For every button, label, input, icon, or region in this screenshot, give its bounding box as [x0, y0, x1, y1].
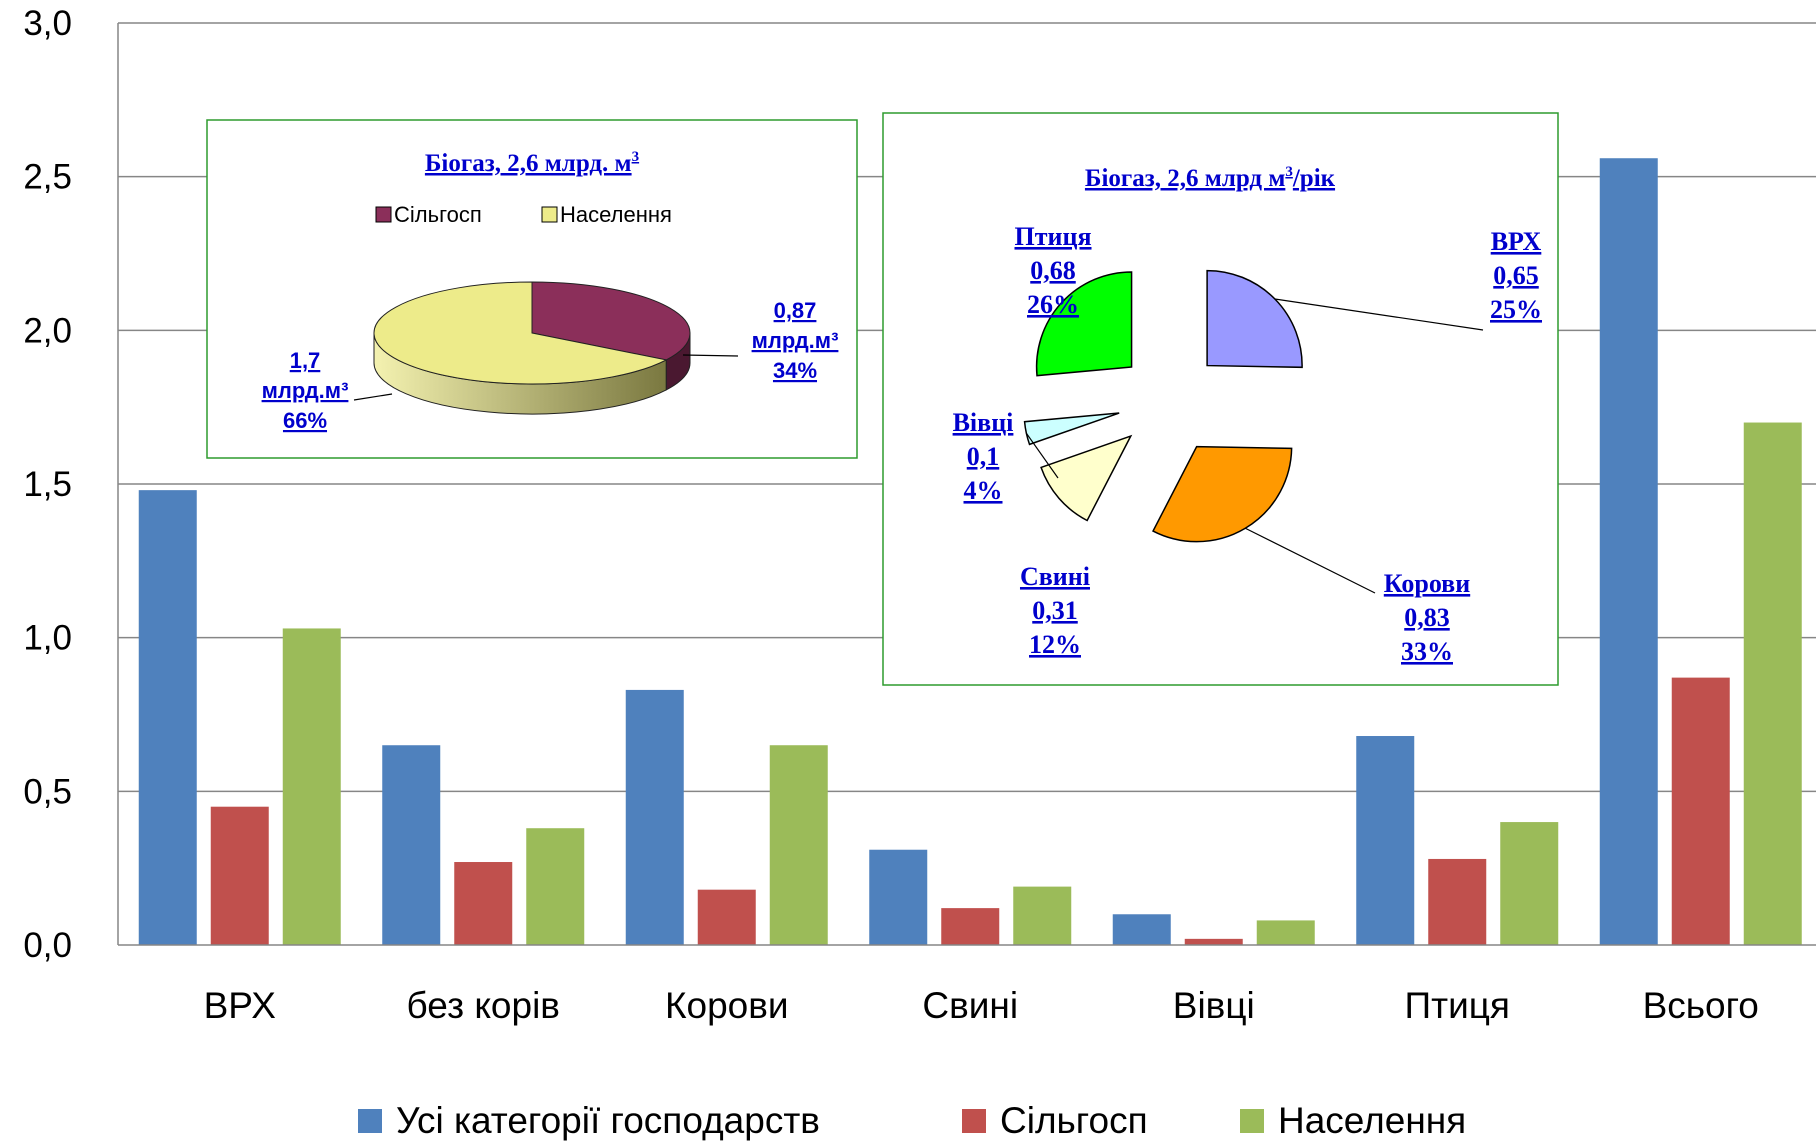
pie-data-label: 12%: [1029, 630, 1081, 659]
bar: [1500, 822, 1559, 945]
y-tick-label: 3,0: [23, 4, 72, 43]
pie-data-label: 1,7: [290, 348, 321, 373]
legend-swatch: [358, 1109, 382, 1133]
main-bar-chart: 0,0 0,5 1,0 1,5 2,0 2,5 3,0 ВРХ без корів Корови…: [23, 4, 1816, 1141]
pie-data-label: Корови: [1384, 569, 1470, 598]
inset-title-main: Біогаз, 2,6 млрд. м: [425, 150, 632, 177]
bars: [138, 158, 1802, 945]
legend: Усі категорії господарств Сільгосп Населен…: [358, 1100, 1466, 1141]
pie-data-label: 26%: [1027, 290, 1079, 319]
pie-data-label: Вівці: [953, 408, 1014, 437]
pie-slice: [1206, 269, 1303, 369]
bar: [1256, 920, 1315, 945]
y-tick-label: 1,5: [23, 465, 72, 504]
pie-slice: [1152, 445, 1293, 543]
pie-labels: 0,87 млрд.м³ 34% 1,7 млрд.м³ 66%: [262, 298, 839, 433]
pie-data-label: Птиця: [1014, 222, 1091, 251]
inset-frame: [882, 112, 1559, 686]
inset-legend: Сільгосп Населення: [375, 202, 672, 227]
legend-swatch: [375, 206, 392, 223]
pie-labels: ВРХ 0,65 25% Корови 0,83 33% Свині 0,31 12% Вівці…: [953, 222, 1542, 666]
x-tick-label: Птиця: [1405, 985, 1510, 1026]
pie-data-label: млрд.м³: [752, 328, 839, 353]
bar: [1112, 914, 1171, 945]
x-tick-label: Вівці: [1173, 985, 1255, 1026]
pie-data-label: 0,31: [1032, 596, 1078, 625]
bar: [769, 745, 828, 945]
pie-data-label: Свині: [1020, 562, 1090, 591]
bar: [625, 689, 684, 945]
y-tick-label: 2,0: [23, 311, 72, 350]
pie-data-label: 25%: [1490, 295, 1542, 324]
bar: [138, 490, 197, 945]
bar: [526, 828, 585, 945]
pie-data-label: 0,1: [967, 442, 1000, 471]
x-tick-label: ВРХ: [204, 985, 276, 1026]
pie-data-label: 0,68: [1030, 256, 1076, 285]
inset-title: Біогаз, 2,6 млрд. м3: [425, 149, 639, 177]
bar: [454, 862, 513, 945]
inset-pie-1: Біогаз, 2,6 млрд. м3 Сільгосп Населення 0…: [206, 119, 858, 459]
bar: [382, 745, 441, 945]
bar: [1743, 422, 1802, 945]
inset-title-suffix: /рік: [1292, 165, 1336, 192]
pie-data-label: 0,83: [1404, 603, 1450, 632]
legend-label: Сільгосп: [394, 202, 482, 227]
legend-swatch: [962, 1109, 986, 1133]
bar: [1599, 158, 1658, 945]
pie-3d: [373, 281, 691, 415]
y-axis-tick-labels: 0,0 0,5 1,0 1,5 2,0 2,5 3,0: [23, 4, 72, 965]
x-tick-label: Всього: [1643, 985, 1759, 1026]
pie-slice: [1035, 271, 1133, 377]
pie-data-label: 66%: [283, 408, 327, 433]
x-tick-label: Свині: [922, 985, 1018, 1026]
y-tick-label: 2,5: [23, 158, 72, 197]
inset-title-main: Біогаз, 2,6 млрд м: [1085, 165, 1285, 192]
leader-line: [1245, 527, 1376, 594]
bar: [697, 889, 756, 945]
bar: [282, 628, 341, 945]
leader-line: [1025, 432, 1059, 479]
bar: [1356, 736, 1415, 945]
pie-data-label: 0,87: [774, 298, 817, 323]
legend-label: Населення: [1278, 1100, 1466, 1141]
axes: [117, 23, 1816, 946]
inset-title: Біогаз, 2,6 млрд м3/рік: [1085, 164, 1336, 192]
legend-label: Сільгосп: [1000, 1100, 1148, 1141]
x-axis-tick-labels: ВРХ без корів Корови Свині Вівці Птиця Всього: [204, 985, 1759, 1026]
pie-data-label: ВРХ: [1491, 227, 1542, 256]
y-tick-label: 1,0: [23, 619, 72, 658]
inset-pie-2: Біогаз, 2,6 млрд м3/рік ВРХ 0,65 25% Корови…: [882, 112, 1559, 686]
y-tick-label: 0,5: [23, 772, 72, 811]
legend-label: Усі категорії господарств: [396, 1100, 820, 1141]
pie-data-label: млрд.м³: [262, 378, 349, 403]
bar: [1184, 938, 1243, 945]
pie-slice: [1040, 434, 1133, 522]
pie-data-label: 33%: [1401, 637, 1453, 666]
pie-data-label: 0,65: [1493, 261, 1539, 290]
y-tick-label: 0,0: [23, 926, 72, 965]
bar: [1428, 858, 1487, 945]
pie-data-label: 34%: [773, 358, 817, 383]
x-tick-label: Корови: [665, 985, 789, 1026]
bar: [941, 908, 1000, 945]
pie-data-label: 4%: [964, 476, 1003, 505]
leader-line: [353, 393, 393, 401]
pie-slice: [373, 281, 668, 385]
x-tick-label: без корів: [407, 985, 560, 1026]
leader-line: [682, 354, 739, 357]
legend-swatch: [541, 206, 558, 223]
bar: [869, 849, 928, 945]
legend-label: Населення: [560, 202, 672, 227]
bar: [210, 806, 269, 945]
inset-title-sup: 3: [632, 149, 640, 165]
legend-swatch: [1240, 1109, 1264, 1133]
inset-title-sup: 3: [1285, 164, 1293, 180]
leader-line: [1274, 298, 1484, 331]
bar: [1671, 677, 1730, 945]
pie-exploded: [1023, 269, 1303, 543]
bar: [1013, 886, 1072, 945]
pie-slice: [1023, 412, 1120, 446]
